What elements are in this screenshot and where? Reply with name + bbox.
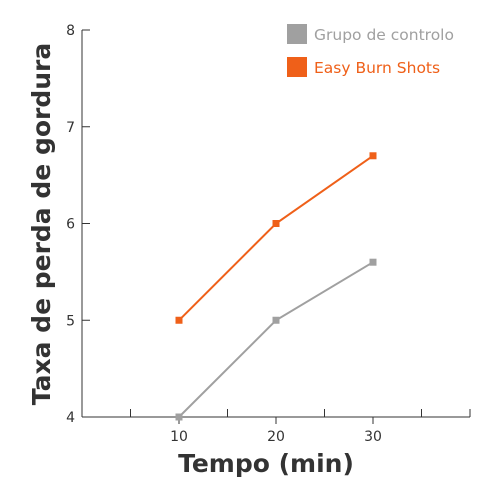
x-tick-label: 10 (170, 429, 188, 445)
series-line (178, 154, 374, 322)
data-point (175, 316, 183, 324)
legend-item: Easy Burn Shots (287, 57, 440, 77)
axes: 4 5 6 7 8 10 20 30 (66, 23, 471, 445)
x-axis-title: Tempo (min) (178, 449, 354, 478)
data-point (369, 152, 377, 160)
series-1 (175, 152, 377, 324)
data-point (272, 316, 280, 324)
x-tick-label: 30 (364, 429, 382, 445)
y-axis-title: Taxa de perda de gordura (27, 43, 56, 405)
y-tick-label: 6 (66, 217, 75, 233)
x-tick-label: 20 (267, 429, 285, 445)
legend: Grupo de controlo Easy Burn Shots (287, 24, 454, 77)
data-point (369, 258, 377, 266)
series-0 (175, 258, 377, 421)
series-layer (175, 152, 377, 421)
legend-label: Grupo de controlo (314, 26, 454, 44)
data-point (272, 220, 280, 227)
y-tick-label: 4 (66, 410, 75, 426)
y-tick-label: 5 (66, 313, 75, 329)
y-tick-label: 8 (66, 23, 75, 39)
legend-item: Grupo de controlo (287, 24, 454, 44)
legend-swatch (287, 57, 307, 77)
y-tick-label: 7 (66, 120, 75, 136)
legend-swatch (287, 24, 307, 44)
data-point (175, 413, 183, 421)
legend-label: Easy Burn Shots (314, 59, 440, 77)
series-line (178, 261, 374, 418)
